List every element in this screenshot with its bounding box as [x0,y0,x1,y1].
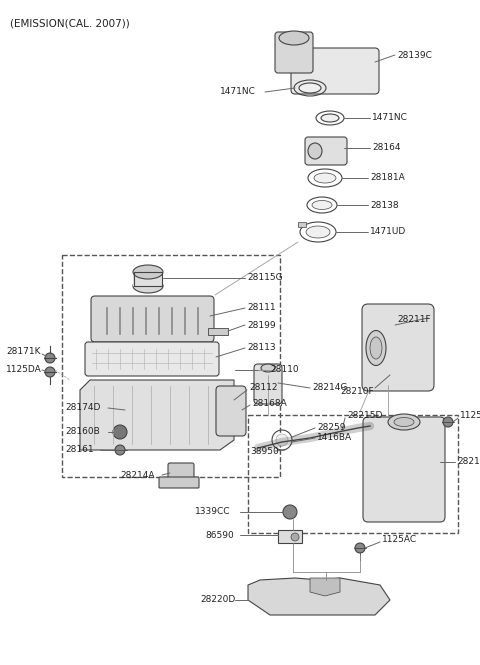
Text: 86590: 86590 [205,531,234,541]
Text: 1471UD: 1471UD [370,227,406,237]
Text: 1125AD: 1125AD [460,412,480,420]
Text: 28112: 28112 [249,384,277,392]
FancyBboxPatch shape [91,296,214,342]
Circle shape [45,367,55,377]
Circle shape [283,505,297,519]
Circle shape [45,353,55,363]
Ellipse shape [261,364,275,372]
Bar [62,255,280,477]
Bar [134,272,162,286]
FancyBboxPatch shape [305,137,347,165]
Text: 28164: 28164 [372,144,400,152]
Text: (EMISSION(CAL. 2007)): (EMISSION(CAL. 2007)) [10,18,130,28]
FancyBboxPatch shape [168,463,194,483]
Text: 28211F: 28211F [397,315,431,325]
Text: 28110: 28110 [270,366,299,374]
Text: 1471NC: 1471NC [220,88,256,96]
Text: 28113: 28113 [247,344,276,352]
Text: 28171K: 28171K [6,348,40,356]
Circle shape [115,445,125,455]
FancyBboxPatch shape [254,364,282,404]
Ellipse shape [312,201,332,209]
Ellipse shape [299,83,321,93]
Ellipse shape [133,279,163,293]
Text: 28215D: 28215D [347,412,383,420]
Text: 38950: 38950 [250,448,279,456]
Circle shape [276,434,288,446]
FancyBboxPatch shape [216,386,246,436]
Text: 28174D: 28174D [65,404,100,412]
Text: 28161: 28161 [65,446,94,454]
FancyBboxPatch shape [363,417,445,522]
Text: 28168A: 28168A [252,398,287,408]
Text: 1471NC: 1471NC [372,114,408,122]
Bar [298,222,306,227]
Text: 28115G: 28115G [247,273,283,283]
Ellipse shape [314,173,336,183]
Text: 1125DA: 1125DA [6,366,42,374]
Ellipse shape [279,31,309,45]
Circle shape [355,543,365,553]
Ellipse shape [394,418,414,426]
Text: 28214G: 28214G [312,384,348,392]
Circle shape [291,533,299,541]
Text: 28213: 28213 [457,458,480,467]
Text: 28199: 28199 [247,321,276,329]
Circle shape [443,417,453,427]
Text: 28214A: 28214A [120,471,155,479]
Text: 28111: 28111 [247,303,276,313]
Text: 1416BA: 1416BA [317,434,352,442]
Circle shape [113,425,127,439]
FancyBboxPatch shape [291,48,379,94]
Ellipse shape [306,226,330,238]
FancyBboxPatch shape [362,304,434,391]
Text: 1125AC: 1125AC [382,535,417,545]
Text: 28259: 28259 [317,422,346,432]
Ellipse shape [370,337,382,359]
Text: 28181A: 28181A [370,174,405,182]
Ellipse shape [308,143,322,159]
Ellipse shape [133,265,163,279]
Bar [278,530,302,543]
Polygon shape [248,578,390,615]
Ellipse shape [321,114,339,122]
Ellipse shape [366,331,386,366]
Polygon shape [80,380,234,450]
Text: 28210F: 28210F [340,388,373,396]
FancyBboxPatch shape [275,32,313,73]
Text: 28139C: 28139C [397,51,432,59]
Text: 1339CC: 1339CC [195,507,230,517]
Polygon shape [310,578,340,596]
Text: 28160B: 28160B [65,428,100,436]
Bar [133,272,163,286]
Ellipse shape [388,414,420,430]
Text: 28220D: 28220D [200,595,235,604]
FancyBboxPatch shape [85,342,219,376]
Text: 28138: 28138 [370,201,398,209]
FancyBboxPatch shape [159,477,199,488]
Bar [248,415,458,533]
Bar [208,328,228,335]
